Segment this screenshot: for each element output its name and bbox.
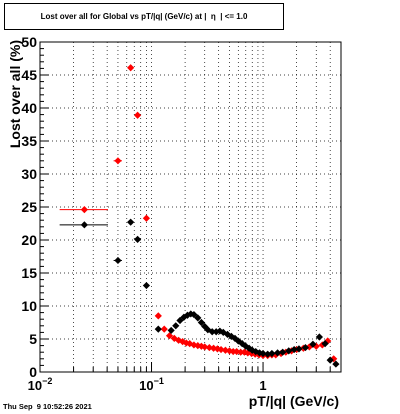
- data-point: [114, 256, 122, 265]
- data-point: [216, 327, 224, 335]
- data-point: [208, 328, 216, 336]
- data-point: [127, 218, 135, 226]
- y-tick-label: 50: [21, 34, 37, 50]
- data-point: [114, 157, 122, 165]
- data-point: [332, 360, 340, 368]
- data-point: [217, 345, 225, 354]
- y-tick-label: 25: [21, 199, 37, 215]
- data-point: [165, 332, 174, 340]
- data-point: [272, 351, 280, 359]
- data-point: [133, 111, 142, 119]
- data-point: [194, 314, 202, 322]
- data-point: [194, 342, 202, 350]
- y-tick-label: 35: [21, 133, 37, 149]
- data-point: [321, 340, 329, 348]
- tick-labels: 0 5 10 15 20 25 30 35 40 45 50 10−2 10−1 1: [21, 34, 266, 393]
- series-1: [59, 218, 340, 368]
- data-point: [221, 346, 230, 354]
- data-point: [167, 326, 175, 335]
- data-point: [268, 349, 276, 358]
- y-tick-label: 45: [21, 67, 37, 83]
- data-point: [142, 214, 151, 222]
- data-point: [201, 343, 209, 351]
- data-point: [205, 343, 213, 352]
- data-point: [154, 312, 162, 320]
- data-point: [180, 313, 188, 321]
- data-point: [182, 339, 190, 347]
- data-point: [201, 322, 209, 331]
- data-point: [231, 334, 239, 342]
- data-point: [190, 310, 198, 319]
- y-tick-label: 40: [21, 100, 37, 116]
- data-point: [312, 342, 320, 350]
- data-point: [133, 235, 142, 243]
- data-point: [227, 332, 235, 340]
- data-point: [213, 345, 222, 353]
- data-point: [259, 349, 267, 358]
- data-point: [160, 325, 168, 333]
- data-point: [233, 347, 241, 356]
- data-point: [279, 348, 287, 356]
- data-point: [309, 340, 317, 348]
- y-tick-label: 15: [21, 265, 37, 281]
- data-point: [172, 322, 180, 330]
- y-tick-label: 20: [21, 232, 37, 248]
- data-point: [315, 333, 323, 341]
- data-point: [301, 343, 310, 352]
- title-box: Lost over all for Global vs pT/|q| (GeV/…: [4, 3, 284, 30]
- x-tick-label: 10−1: [139, 376, 164, 393]
- data-point: [127, 64, 135, 72]
- data-point: [252, 347, 260, 356]
- x-tick-label: 1: [259, 378, 266, 393]
- data-point: [248, 346, 256, 354]
- data-point: [197, 318, 205, 327]
- y-tick-label: 0: [29, 364, 37, 380]
- y-tick-label: 10: [21, 298, 37, 314]
- data-point: [142, 281, 151, 290]
- chart-title: Lost over all for Global vs pT/|q| (GeV/…: [40, 12, 248, 21]
- data-point: [324, 337, 332, 345]
- data-point: [295, 345, 303, 353]
- data-point: [237, 348, 245, 356]
- data-point: [305, 343, 313, 351]
- data-point: [285, 347, 293, 355]
- x-tick-label: 10−2: [28, 376, 53, 393]
- data-point: [154, 325, 162, 333]
- data-point: [273, 349, 282, 357]
- data-point: [80, 221, 88, 229]
- y-axis-label: Lost over all (%): [7, 40, 23, 148]
- data-point: [80, 206, 88, 214]
- x-axis-label: pT/|q| (GeV/c): [249, 393, 339, 409]
- data-point: [170, 334, 178, 342]
- data-point: [245, 344, 253, 352]
- data-point: [209, 344, 218, 352]
- axis-ticks: [39, 41, 342, 373]
- data-point: [326, 356, 334, 364]
- timestamp: Thu Sep 9 10:52:26 2021: [3, 402, 92, 411]
- data-point: [290, 345, 298, 354]
- y-tick-label: 30: [21, 166, 37, 182]
- data-series: [59, 64, 340, 368]
- y-tick-label: 5: [29, 331, 37, 347]
- data-point: [219, 328, 227, 336]
